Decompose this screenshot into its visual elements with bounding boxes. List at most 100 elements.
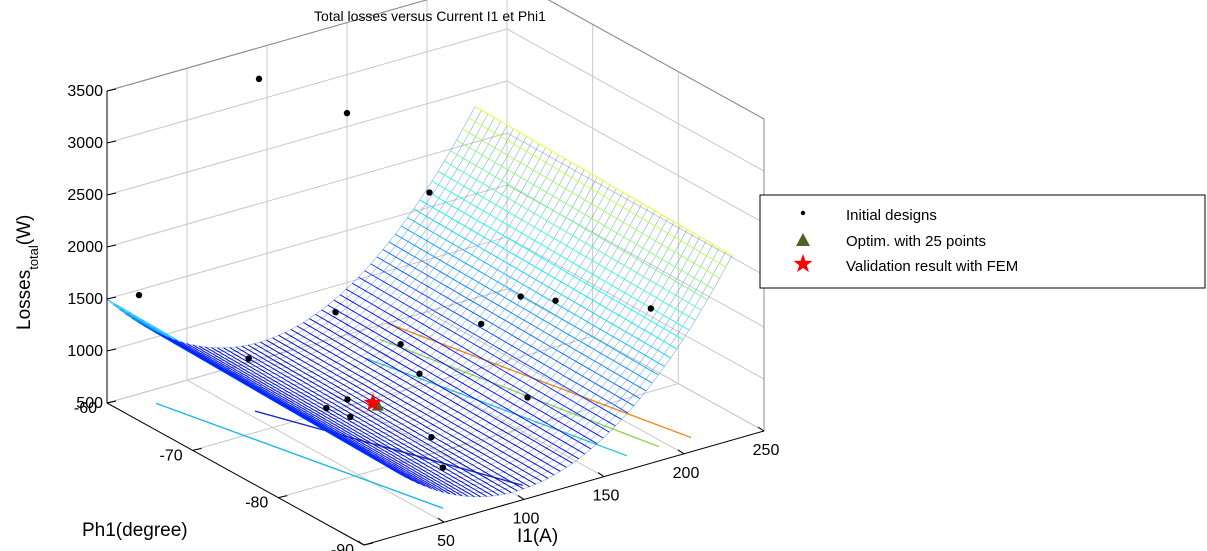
y-tick-label: -60 [74, 400, 97, 417]
y-axis-line [106, 402, 365, 546]
initial-design-point [552, 297, 559, 304]
surface-line [401, 225, 659, 376]
surface-line [267, 199, 636, 442]
surface-line [158, 136, 527, 378]
z-tick-label: 3500 [67, 83, 103, 100]
legend-star-marker [793, 254, 813, 273]
surface-line [223, 347, 481, 498]
grid-line [106, 80, 508, 196]
surface-line [216, 169, 585, 412]
initial-design-point [426, 189, 433, 196]
grid-line [192, 335, 593, 451]
surface-line [388, 241, 647, 392]
z-tick [106, 244, 117, 248]
grid-line [106, 288, 508, 404]
z-tick [106, 140, 117, 144]
grid-line [106, 132, 508, 248]
surface-line [241, 345, 500, 496]
surface-line [228, 177, 598, 419]
x-tick-label: 250 [753, 442, 780, 459]
surface-line [161, 334, 420, 485]
z-tick [106, 88, 117, 92]
surface-line [315, 314, 573, 464]
surface-line [425, 190, 684, 340]
surface-line [164, 139, 534, 382]
surface-line [186, 343, 444, 493]
z-axis-title-unit: (W) [14, 215, 35, 246]
surface-line [444, 160, 702, 311]
surface-line [474, 106, 733, 256]
surface-line [450, 150, 708, 301]
initial-design-point [517, 293, 524, 300]
initial-design-point [524, 394, 531, 401]
y-tick [278, 495, 288, 499]
y-axis-title: Ph1(degree) [82, 520, 188, 541]
initial-design-point [245, 355, 252, 362]
surface-line [119, 113, 489, 356]
legend-label-validation: Validation result with FEM [846, 258, 1018, 275]
x-axis-line [363, 430, 765, 546]
surface-line [229, 347, 487, 497]
surface-line [261, 195, 630, 438]
grid-line [506, 288, 765, 432]
y-tick-label: -90 [331, 542, 354, 551]
z-tick-label: 3000 [67, 135, 103, 152]
grid-line [106, 236, 508, 352]
surface-line [345, 288, 604, 439]
surface-line [198, 345, 457, 496]
data-points [135, 75, 655, 471]
surface-line [290, 329, 549, 479]
surface-line [370, 263, 628, 414]
x-axis-title: I1(A) [517, 526, 558, 547]
grid [106, 0, 765, 546]
grid-line [106, 28, 508, 144]
z-axis-title: Lossestotal(W) [14, 215, 41, 330]
x-tick [517, 494, 525, 500]
surface-line [168, 337, 426, 487]
z-tick [106, 296, 117, 300]
surface-line [138, 124, 508, 367]
surface-line [254, 191, 624, 434]
surface-line [376, 256, 635, 407]
surface-line [247, 344, 506, 495]
surface-line [280, 206, 649, 449]
z-axis-title-sub: total [26, 245, 41, 270]
chart-title: Total losses versus Current I1 et Phi1 [314, 8, 546, 24]
grid-line [106, 184, 508, 300]
surface-line [177, 147, 546, 390]
surface-line [171, 143, 540, 386]
x-tick-label: 200 [673, 465, 700, 482]
validation-point [363, 392, 383, 411]
surface-line [266, 339, 524, 490]
x-tick [757, 426, 765, 432]
surface-line [468, 117, 727, 268]
surface-line [309, 318, 567, 468]
z-tick-label: 500 [76, 395, 103, 412]
z-tick-label: 1500 [67, 291, 103, 308]
x-tick-label: 150 [593, 488, 620, 505]
initial-design-point [647, 305, 655, 312]
surface-line [260, 341, 518, 492]
surface-line [437, 170, 696, 321]
grid-line [506, 132, 765, 276]
surface-line [211, 347, 469, 497]
legend: Initial designs Optim. with 25 points Va… [759, 194, 1206, 289]
initial-design-point [255, 75, 263, 83]
initial-design-point [343, 109, 351, 117]
surface-line [190, 154, 559, 397]
surface-line [358, 276, 616, 427]
z-tick [106, 348, 117, 352]
surface-line [113, 110, 482, 352]
surface-line [203, 162, 572, 404]
surface-mesh [106, 106, 733, 498]
x-tick [437, 517, 445, 523]
initial-design-point [439, 464, 447, 471]
x-tick [677, 449, 685, 455]
legend-box [759, 194, 1206, 289]
z-tick [106, 192, 117, 196]
box-edge [547, 0, 765, 120]
z-tick-label: 1000 [67, 343, 103, 360]
surface-line [253, 343, 512, 493]
x-tick [357, 540, 365, 546]
surface-line [183, 150, 553, 393]
